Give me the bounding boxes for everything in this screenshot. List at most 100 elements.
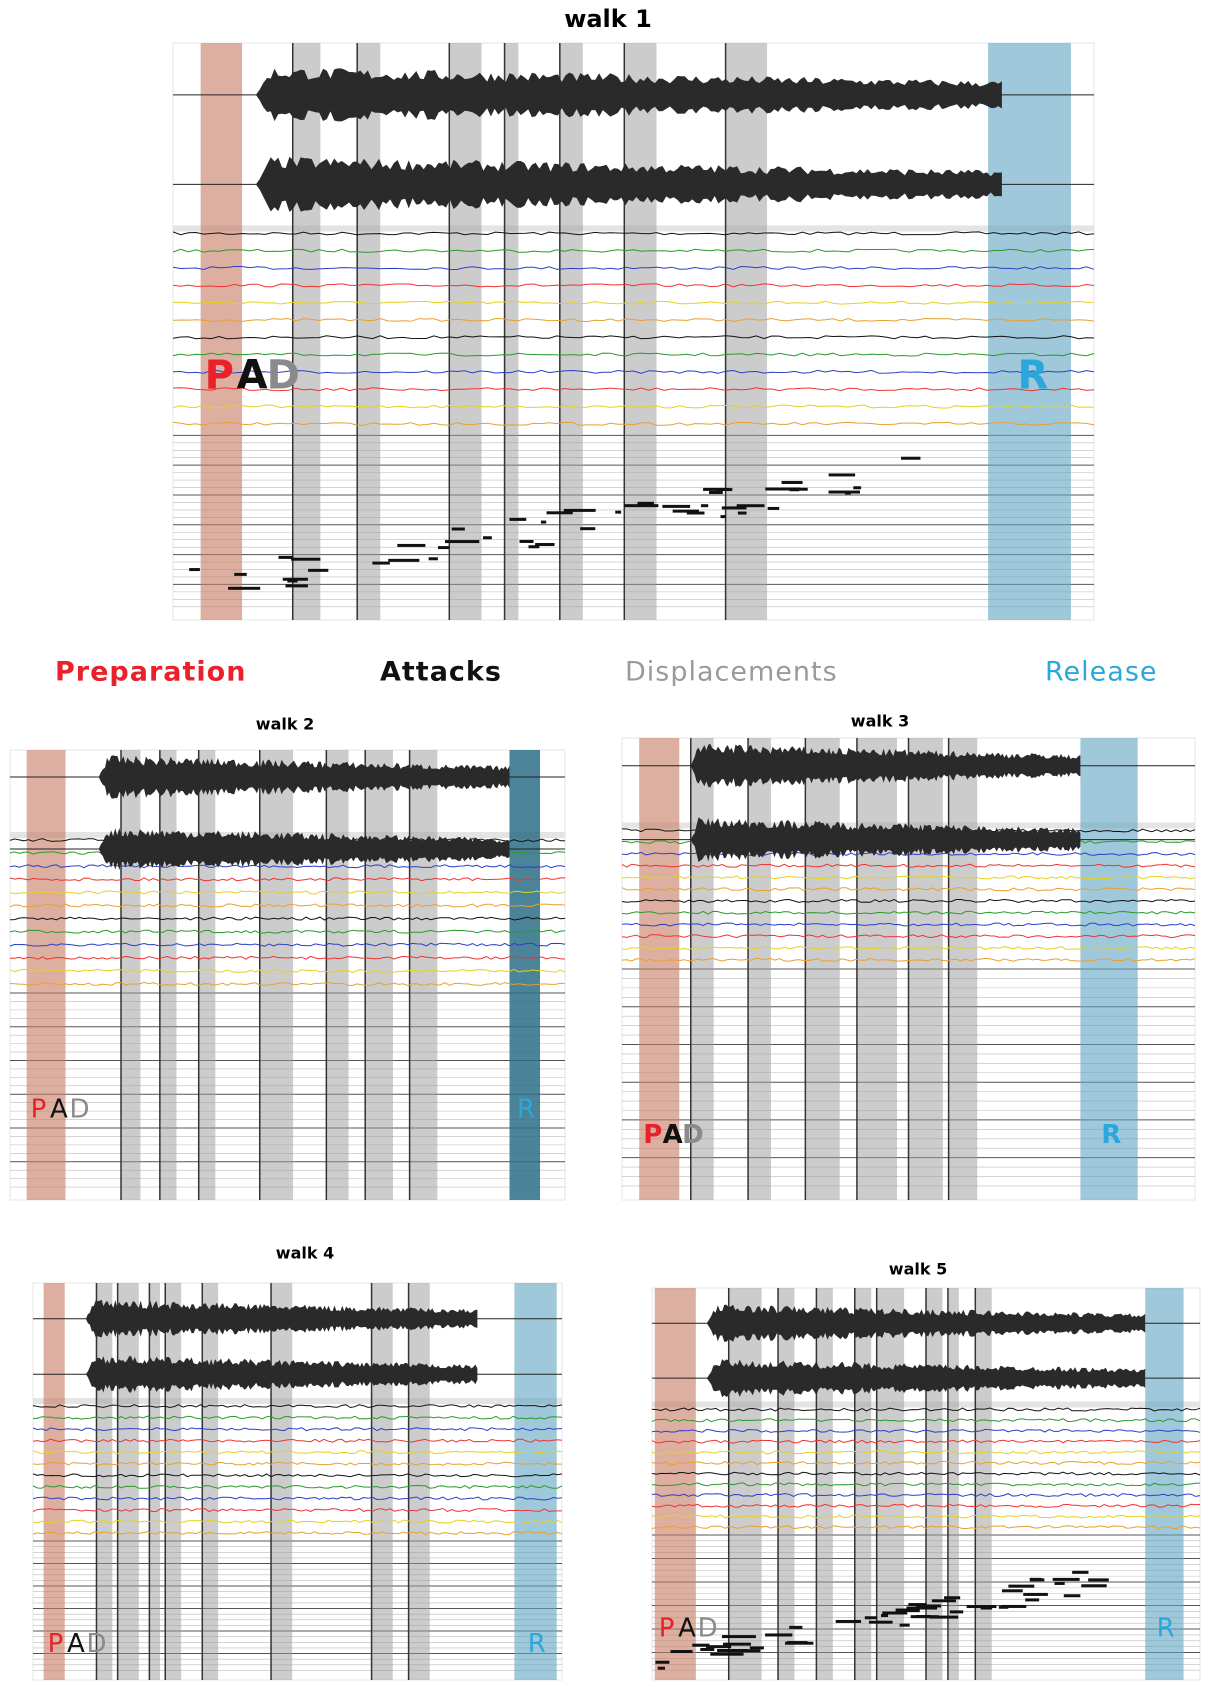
preparation-band (26, 750, 66, 1200)
phase-letter: D (267, 353, 300, 399)
note (285, 584, 308, 588)
sensor-trace (651, 1439, 1201, 1444)
note (388, 558, 420, 562)
note (580, 527, 596, 531)
legend-release: Release (1045, 657, 1158, 688)
note (700, 1647, 715, 1651)
sensor-trace (33, 1415, 563, 1420)
release-band (509, 750, 541, 1200)
legend-preparation: Preparation (55, 657, 246, 688)
note (864, 1616, 878, 1620)
note (765, 1633, 793, 1637)
sensor-trace (651, 1493, 1201, 1498)
note (189, 568, 200, 572)
phase-letter: D (86, 1629, 106, 1659)
displacement-band (149, 1283, 160, 1680)
note (1001, 1589, 1023, 1593)
sensor-trace (9, 864, 566, 869)
release-band (514, 1283, 557, 1680)
sensor-trace (9, 968, 566, 973)
phase-letter: R (1018, 353, 1049, 399)
displacement-band (357, 43, 381, 620)
displacement-band (202, 1283, 219, 1680)
phase-letter: D (70, 1095, 90, 1125)
note (910, 1615, 939, 1619)
sensor-trace (621, 946, 1196, 951)
note (624, 504, 659, 508)
panel: walk 3 P A D R (621, 712, 1196, 1201)
note (563, 508, 596, 512)
sensor-trace (32, 1496, 563, 1501)
note (372, 561, 390, 565)
note (657, 1666, 665, 1670)
sensor-trace (9, 890, 566, 895)
note (767, 506, 780, 510)
phase-letter: A (678, 1614, 696, 1644)
note (749, 1646, 764, 1650)
sensor-trace (32, 1507, 562, 1513)
displacement-band (259, 750, 294, 1200)
note (1023, 1592, 1048, 1596)
note (720, 515, 726, 519)
note (835, 1619, 862, 1623)
note (710, 1652, 744, 1656)
note (737, 511, 747, 515)
note (944, 1596, 961, 1600)
legend-attacks: Attacks (380, 657, 502, 688)
note (1054, 1581, 1065, 1585)
note (234, 572, 247, 576)
waveform (706, 1359, 1146, 1398)
panel-title: walk 1 (564, 5, 652, 33)
preparation-band (43, 1283, 65, 1680)
panel-title: walk 4 (276, 1244, 334, 1263)
legend: Preparation Attacks Displacements Releas… (55, 657, 1158, 688)
note (540, 520, 547, 524)
phase-letter: D (682, 1120, 704, 1150)
note (438, 546, 450, 550)
note (828, 490, 860, 494)
note (905, 1609, 920, 1613)
displacement-band (96, 1283, 113, 1680)
note (615, 510, 622, 514)
legend-displacements: Displacements (625, 657, 838, 688)
note (451, 527, 465, 531)
note (703, 487, 730, 491)
note (287, 579, 298, 583)
waveform (706, 1304, 1146, 1342)
note (949, 1610, 964, 1614)
displacement-band (292, 43, 321, 620)
note (1072, 1570, 1089, 1574)
note (1081, 1584, 1107, 1588)
sensor-trace (32, 1404, 563, 1409)
phase-letter: D (698, 1614, 718, 1644)
note (445, 540, 480, 544)
note (655, 1660, 670, 1664)
waveform (98, 755, 510, 799)
note (789, 1625, 803, 1629)
sensor-trace (32, 1473, 563, 1478)
displacement-band (371, 1283, 393, 1680)
note (546, 511, 573, 515)
separator (33, 1398, 562, 1405)
sensor-trace (32, 1427, 563, 1432)
phase-letter: A (50, 1095, 68, 1125)
sensor-trace (172, 265, 1095, 271)
displacement-band (748, 738, 771, 1200)
displacement-band (165, 1283, 182, 1680)
note (899, 1623, 910, 1627)
note (637, 501, 654, 505)
phase-letter: A (67, 1629, 85, 1659)
note (397, 543, 426, 547)
sensor-trace (172, 300, 1095, 305)
note (1052, 1577, 1080, 1581)
sensor-trace (621, 934, 1196, 939)
displacement-band (805, 738, 840, 1200)
note (717, 1648, 749, 1652)
note (931, 1599, 956, 1603)
note (428, 557, 438, 561)
displacement-band (408, 1283, 430, 1680)
note (853, 486, 862, 490)
phase-letter: P (205, 353, 234, 399)
note (1025, 1598, 1040, 1602)
